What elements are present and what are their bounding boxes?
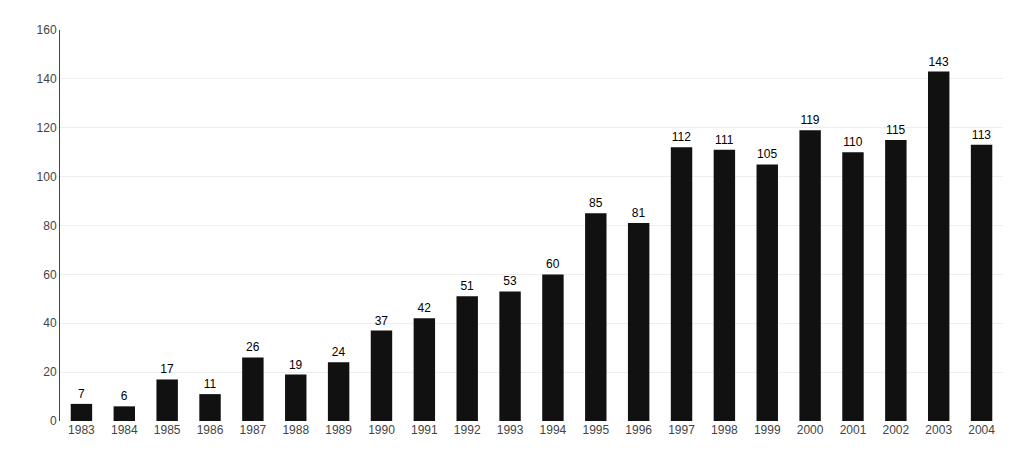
svg-text:1995: 1995 (582, 423, 609, 437)
svg-text:60: 60 (546, 257, 560, 271)
svg-text:2003: 2003 (925, 423, 952, 437)
svg-text:1985: 1985 (154, 423, 181, 437)
svg-text:1986: 1986 (197, 423, 224, 437)
svg-text:1994: 1994 (540, 423, 567, 437)
svg-text:140: 140 (37, 72, 57, 86)
svg-text:1999: 1999 (754, 423, 781, 437)
svg-text:120: 120 (37, 121, 57, 135)
svg-text:2001: 2001 (840, 423, 867, 437)
svg-text:17: 17 (160, 362, 174, 376)
svg-text:112: 112 (672, 130, 691, 144)
svg-text:110: 110 (843, 135, 862, 149)
svg-text:6: 6 (121, 389, 128, 403)
svg-text:20: 20 (43, 365, 57, 379)
svg-text:24: 24 (332, 345, 346, 359)
svg-text:1987: 1987 (240, 423, 267, 437)
svg-text:51: 51 (460, 279, 474, 293)
svg-text:37: 37 (375, 314, 389, 328)
svg-text:1992: 1992 (454, 423, 481, 437)
svg-text:60: 60 (43, 268, 57, 282)
svg-text:119: 119 (800, 113, 819, 127)
svg-text:26: 26 (246, 340, 260, 354)
svg-text:2002: 2002 (882, 423, 909, 437)
svg-text:80: 80 (43, 219, 57, 233)
svg-text:0: 0 (50, 414, 57, 428)
svg-text:1984: 1984 (111, 423, 138, 437)
svg-text:1988: 1988 (282, 423, 309, 437)
svg-text:85: 85 (589, 196, 603, 210)
svg-text:100: 100 (37, 170, 57, 184)
svg-text:160: 160 (37, 23, 57, 37)
svg-text:1993: 1993 (497, 423, 524, 437)
svg-text:42: 42 (418, 301, 432, 315)
svg-text:105: 105 (757, 147, 777, 161)
svg-text:11: 11 (204, 377, 217, 391)
svg-text:113: 113 (972, 128, 991, 142)
svg-text:2000: 2000 (797, 423, 824, 437)
svg-text:1996: 1996 (625, 423, 652, 437)
svg-text:53: 53 (503, 274, 517, 288)
svg-text:40: 40 (43, 316, 57, 330)
svg-text:1997: 1997 (668, 423, 695, 437)
svg-text:111: 111 (715, 133, 734, 147)
svg-text:7: 7 (78, 387, 85, 401)
svg-text:115: 115 (886, 123, 905, 137)
svg-text:1983: 1983 (68, 423, 95, 437)
svg-text:143: 143 (929, 55, 949, 69)
svg-text:2004: 2004 (968, 423, 995, 437)
svg-text:19: 19 (289, 358, 303, 372)
svg-text:1990: 1990 (368, 423, 395, 437)
svg-text:81: 81 (632, 206, 646, 220)
svg-text:1998: 1998 (711, 423, 738, 437)
svg-text:1991: 1991 (411, 423, 438, 437)
svg-text:1989: 1989 (325, 423, 352, 437)
